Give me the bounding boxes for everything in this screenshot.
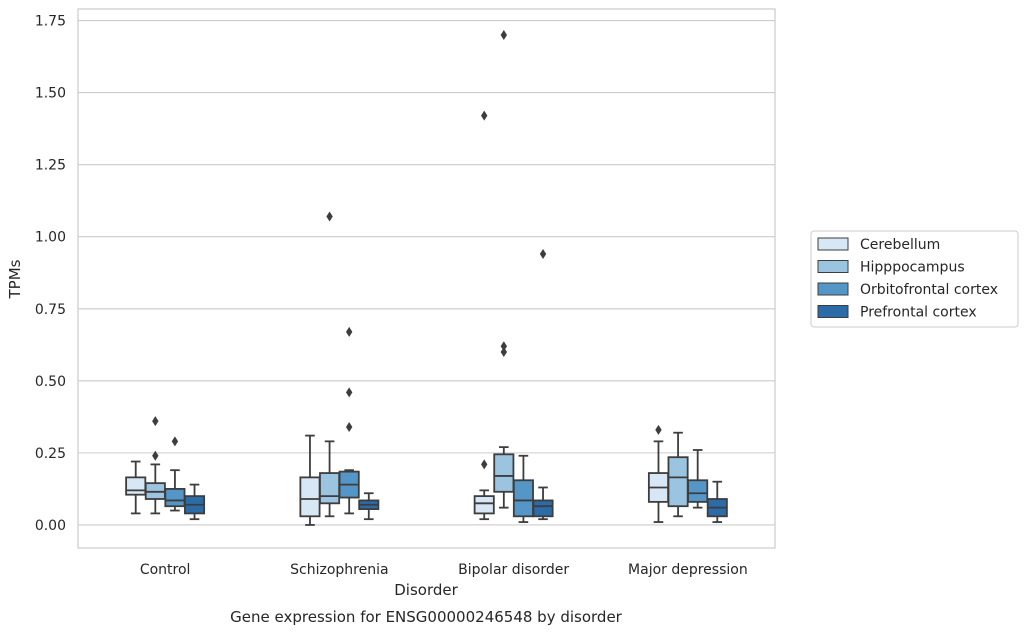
- outlier-point: [539, 249, 547, 259]
- legend-label: Orbitofrontal cortex: [860, 282, 998, 298]
- outlier-point: [345, 421, 353, 432]
- outlier-point: [345, 326, 353, 337]
- box-iqr: [299, 476, 321, 518]
- x-tick-label: Schizophrenia: [290, 562, 388, 578]
- box-hipppocampus: [667, 431, 689, 518]
- x-tick-label: Control: [140, 562, 191, 578]
- box-cerebellum: [299, 434, 321, 526]
- box-iqr: [512, 479, 534, 518]
- box-prefrontal-cortex: [358, 492, 380, 521]
- box-iqr: [687, 479, 709, 503]
- legend-swatch: [817, 260, 849, 273]
- box-prefrontal-cortex: [706, 480, 728, 523]
- box-orbitofrontal-cortex: [164, 436, 186, 512]
- outlier-point: [500, 347, 508, 357]
- y-tick-labels: 0.00 0.25 0.50 0.75 1.00 1.25 1.50 1.75: [35, 14, 66, 534]
- box-hipppocampus: [319, 211, 341, 518]
- outlier-point: [171, 436, 179, 447]
- outlier-point: [481, 110, 488, 121]
- grid-lines: [78, 19, 775, 526]
- y-tick-label: 0.75: [35, 302, 66, 318]
- y-tick-label: 1.25: [35, 158, 66, 174]
- legend-frame: [810, 230, 1019, 328]
- legend: Cerebellum Hipppocampus Orbitofrontal cort…: [810, 230, 1019, 328]
- x-tick-labels: Control Schizophrenia Bipolar disorder Majo…: [140, 562, 748, 578]
- legend-label: Cerebellum: [860, 237, 940, 253]
- outlier-point: [655, 424, 662, 435]
- outlier-point: [345, 387, 353, 398]
- y-tick-label: 0.50: [35, 374, 66, 390]
- box-iqr: [473, 495, 495, 515]
- x-tick-label: Bipolar disorder: [458, 562, 569, 578]
- box-hipppocampus: [144, 416, 166, 515]
- box-hipppocampus: [493, 29, 515, 509]
- box-cerebellum: [647, 424, 669, 523]
- y-tick-label: 1.00: [35, 230, 66, 246]
- box-cerebellum: [125, 460, 147, 515]
- legend-label: Hipppocampus: [860, 260, 965, 276]
- y-tick-label: 1.75: [35, 14, 66, 30]
- box-orbitofrontal-cortex: [687, 449, 709, 509]
- box-iqr: [493, 453, 515, 493]
- x-tick-label: Major depression: [628, 562, 748, 578]
- chart-caption: Gene expression for ENSG00000246548 by d…: [230, 608, 623, 626]
- x-axis-title: Disorder: [394, 581, 458, 599]
- box-prefrontal-cortex: [532, 249, 554, 521]
- legend-swatch: [817, 237, 849, 251]
- outlier-point: [326, 211, 333, 222]
- y-tick-label: 0.00: [35, 518, 66, 534]
- y-tick-label: 1.50: [35, 86, 66, 102]
- box-iqr: [319, 472, 341, 505]
- box-iqr: [125, 476, 147, 496]
- box-series: [125, 29, 728, 526]
- plot-frame: [77, 8, 776, 549]
- legend-swatch: [817, 305, 849, 318]
- outlier-point: [152, 450, 159, 461]
- box-iqr: [532, 499, 554, 518]
- box-orbitofrontal-cortex: [338, 326, 360, 515]
- box-iqr: [667, 456, 689, 508]
- y-axis-title: TPMs: [6, 259, 24, 299]
- y-tick-label: 0.25: [35, 446, 66, 462]
- outlier-point: [500, 341, 508, 352]
- box-cerebellum: [473, 110, 495, 521]
- legend-swatch: [817, 282, 849, 296]
- legend-label: Prefrontal cortex: [860, 305, 977, 321]
- outlier-point: [500, 29, 508, 40]
- box-iqr: [164, 488, 186, 508]
- outlier-point: [152, 416, 159, 427]
- outlier-point: [481, 459, 488, 470]
- box-orbitofrontal-cortex: [512, 454, 534, 523]
- box-prefrontal-cortex: [184, 483, 206, 521]
